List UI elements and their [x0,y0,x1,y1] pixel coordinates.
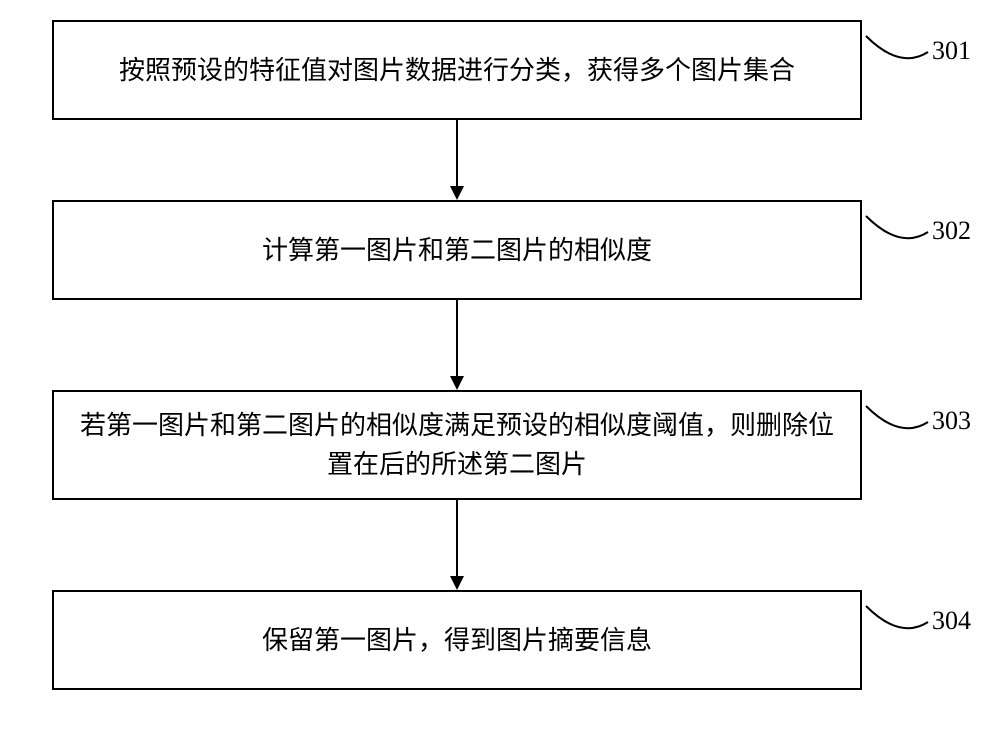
leader-curve [862,402,932,444]
flow-step-text: 若第一图片和第二图片的相似度满足预设的相似度阈值，则删除位置在后的所述第二图片 [74,406,840,484]
flowchart-canvas: 按照预设的特征值对图片数据进行分类，获得多个图片集合 301 计算第一图片和第二图片… [0,0,1000,738]
flow-step-text: 保留第一图片，得到图片摘要信息 [262,621,652,660]
flow-step-text: 计算第一图片和第二图片的相似度 [262,231,652,270]
flow-arrow [447,300,467,390]
flow-step-number: 301 [932,36,971,66]
flow-step-n4: 保留第一图片，得到图片摘要信息 [52,590,862,690]
flow-step-n1: 按照预设的特征值对图片数据进行分类，获得多个图片集合 [52,20,862,120]
flow-step-text: 按照预设的特征值对图片数据进行分类，获得多个图片集合 [119,51,795,90]
leader-curve [862,602,932,644]
leader-curve [862,32,932,74]
flow-step-n2: 计算第一图片和第二图片的相似度 [52,200,862,300]
flow-step-number: 303 [932,406,971,436]
leader-curve [862,212,932,254]
flow-step-number: 304 [932,606,971,636]
flow-step-number: 302 [932,216,971,246]
flow-arrow [447,120,467,200]
flow-step-n3: 若第一图片和第二图片的相似度满足预设的相似度阈值，则删除位置在后的所述第二图片 [52,390,862,500]
flow-arrow [447,500,467,590]
